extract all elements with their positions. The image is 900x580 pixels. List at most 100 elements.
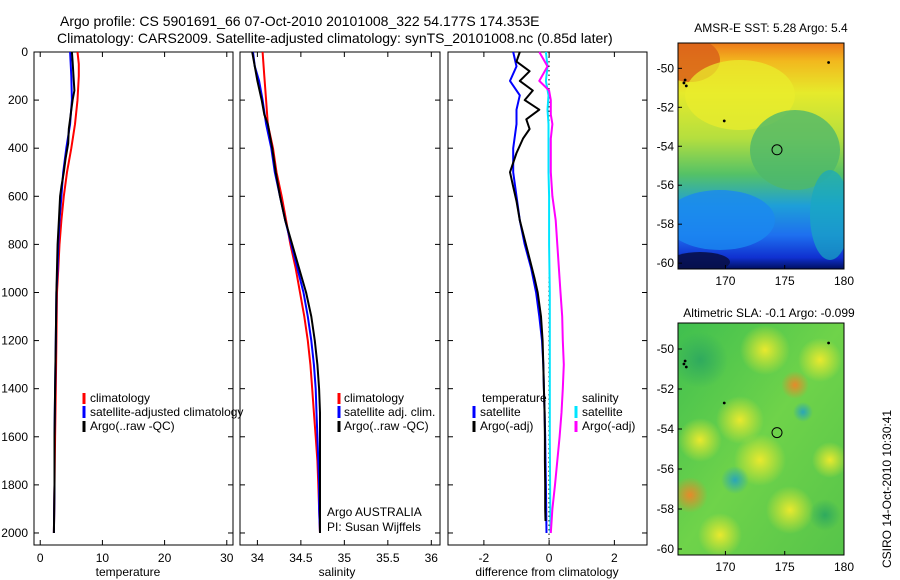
temperature-xlabel: temperature [96,565,161,579]
sla-map-ticks: 170 175 180 -50 -52 -54 -56 -58 -60 [657,342,855,574]
legend-label-temp-satellite: satellite [480,405,521,419]
nearby-float-dot [683,359,687,363]
nearby-float-dot [682,81,686,85]
sla-blob [798,338,842,382]
x-tick-label: 170 [715,560,735,574]
figure-title-line2: Climatology: CARS2009. Satellite-adjuste… [57,30,613,46]
y-tick-label: -58 [657,502,675,516]
y-tick-label: 400 [8,141,28,155]
sst-deep-patch [678,252,730,269]
nearby-float-dot [722,401,726,405]
y-tick-label: 1200 [1,334,28,348]
sla-blob [809,499,841,531]
temperature-panel: 0 10 20 30 0 200 400 600 800 1000 1200 1400 1600 1800… [1,45,243,579]
credit-timestamp: CSIRO 14-Oct-2010 10:30:41 [880,410,894,568]
legend-label-climatology: climatology [344,391,404,405]
y-tick-label: -60 [657,256,675,270]
x-tick-label: 36 [425,551,439,565]
x-tick-label: 175 [775,560,795,574]
sst-teal-patch [810,170,844,260]
sla-blob [678,332,728,388]
x-tick-label: 20 [158,551,172,565]
salinity-legend: climatology satellite adj. clim. Argo(..… [337,391,435,433]
difference-legend: temperature satellite Argo(-adj) salinit… [472,391,635,433]
sla-map-marks [682,341,830,439]
series-line-climatology [261,51,321,534]
x-tick-label: 2 [611,551,618,565]
x-tick-label: 0 [546,551,553,565]
nearby-float-dot [682,362,686,366]
temperature-axis-ticks: 0 10 20 30 0 200 400 600 800 1000 1200 1400 1600 1800… [1,45,233,565]
argo-position-marker [771,427,783,439]
y-tick-label: 0 [21,45,28,59]
nearby-float-dot [683,78,687,82]
y-tick-label: 1000 [1,285,28,299]
x-tick-label: 180 [834,560,854,574]
series-line-satellite-salinity [544,51,552,534]
temperature-axes-box [33,51,234,546]
nearby-float-dot [684,84,688,88]
legend-header-temperature: temperature [482,391,547,405]
sst-map-panel: AMSR-E SST: 5.28 Argo: 5.4 170 175 180 -50 -… [657,21,855,288]
nearby-float-dot [722,119,726,123]
sst-map-marks [682,61,830,156]
x-tick-label: 10 [96,551,110,565]
sla-blob [766,486,814,534]
y-tick-label: 800 [8,237,28,251]
x-tick-label: 175 [775,274,795,288]
series-line-argo-adj [509,51,547,522]
salinity-axes-box [239,51,441,546]
y-tick-label: 2000 [1,526,28,540]
x-tick-label: 34.5 [289,551,313,565]
salinity-panel: 34 34.5 35 35.5 36 salinity climatology sate… [239,51,441,579]
legend-label-sal-argo: Argo(-adj) [582,419,635,433]
nearby-float-dot [827,61,830,64]
sla-map-panel: Altimetric SLA: -0.1 Argo: -0.099 170 175… [657,306,855,574]
series-line-argo-raw-qc [52,51,76,534]
legend-label-argo: Argo(..raw -QC) [344,419,429,433]
legend-label-satellite-adj: satellite adj. clim. [344,405,435,419]
nearby-float-dot [827,341,830,345]
y-tick-label: 600 [8,189,28,203]
sst-green-patch [750,110,840,190]
sst-map-ticks: 170 175 180 -50 -52 -54 -56 -58 -60 [657,61,855,288]
difference-xlabel: difference from climatology [475,565,618,579]
sla-blob [678,477,708,513]
y-tick-label: -52 [657,382,675,396]
sst-cool-patch [678,190,775,250]
sla-blob [812,442,844,478]
difference-panel: -2 0 2 difference from climatology tempera… [447,51,648,579]
legend-label-argo: Argo(..raw -QC) [90,419,175,433]
y-tick-label: 1600 [1,430,28,444]
sst-heatmap [678,43,844,269]
y-tick-label: -50 [657,61,675,75]
y-tick-label: -50 [657,342,675,356]
sla-blob [721,466,749,494]
sla-blob [716,396,764,444]
salinity-annotation-program: Argo AUSTRALIA [327,505,422,519]
sst-map-box [677,42,845,270]
legend-label-temp-argo: Argo(-adj) [480,419,533,433]
sla-map-title: Altimetric SLA: -0.1 Argo: -0.099 [683,306,855,320]
sla-heatmap [678,323,844,555]
salinity-annotation-pi: PI: Susan Wijffels [327,520,421,534]
difference-axes-box [447,51,648,546]
argo-position-marker [771,144,783,156]
series-line-climatology [52,51,80,534]
x-tick-label: 30 [220,551,234,565]
temperature-legend: climatology satellite-adjusted climatolo… [82,391,243,433]
difference-axis-ticks: -2 0 2 [448,51,647,565]
x-tick-label: 0 [37,551,44,565]
legend-label-sal-satellite: satellite [582,405,623,419]
x-tick-label: 170 [715,274,735,288]
difference-series [509,51,565,534]
legend-label-climatology: climatology [90,391,150,405]
y-tick-label: -54 [657,139,675,153]
y-tick-label: -52 [657,100,675,114]
y-tick-label: 1400 [1,382,28,396]
salinity-series [251,51,321,534]
sla-blob [698,513,742,555]
sla-blob [793,402,813,422]
y-tick-label: 1800 [1,478,28,492]
